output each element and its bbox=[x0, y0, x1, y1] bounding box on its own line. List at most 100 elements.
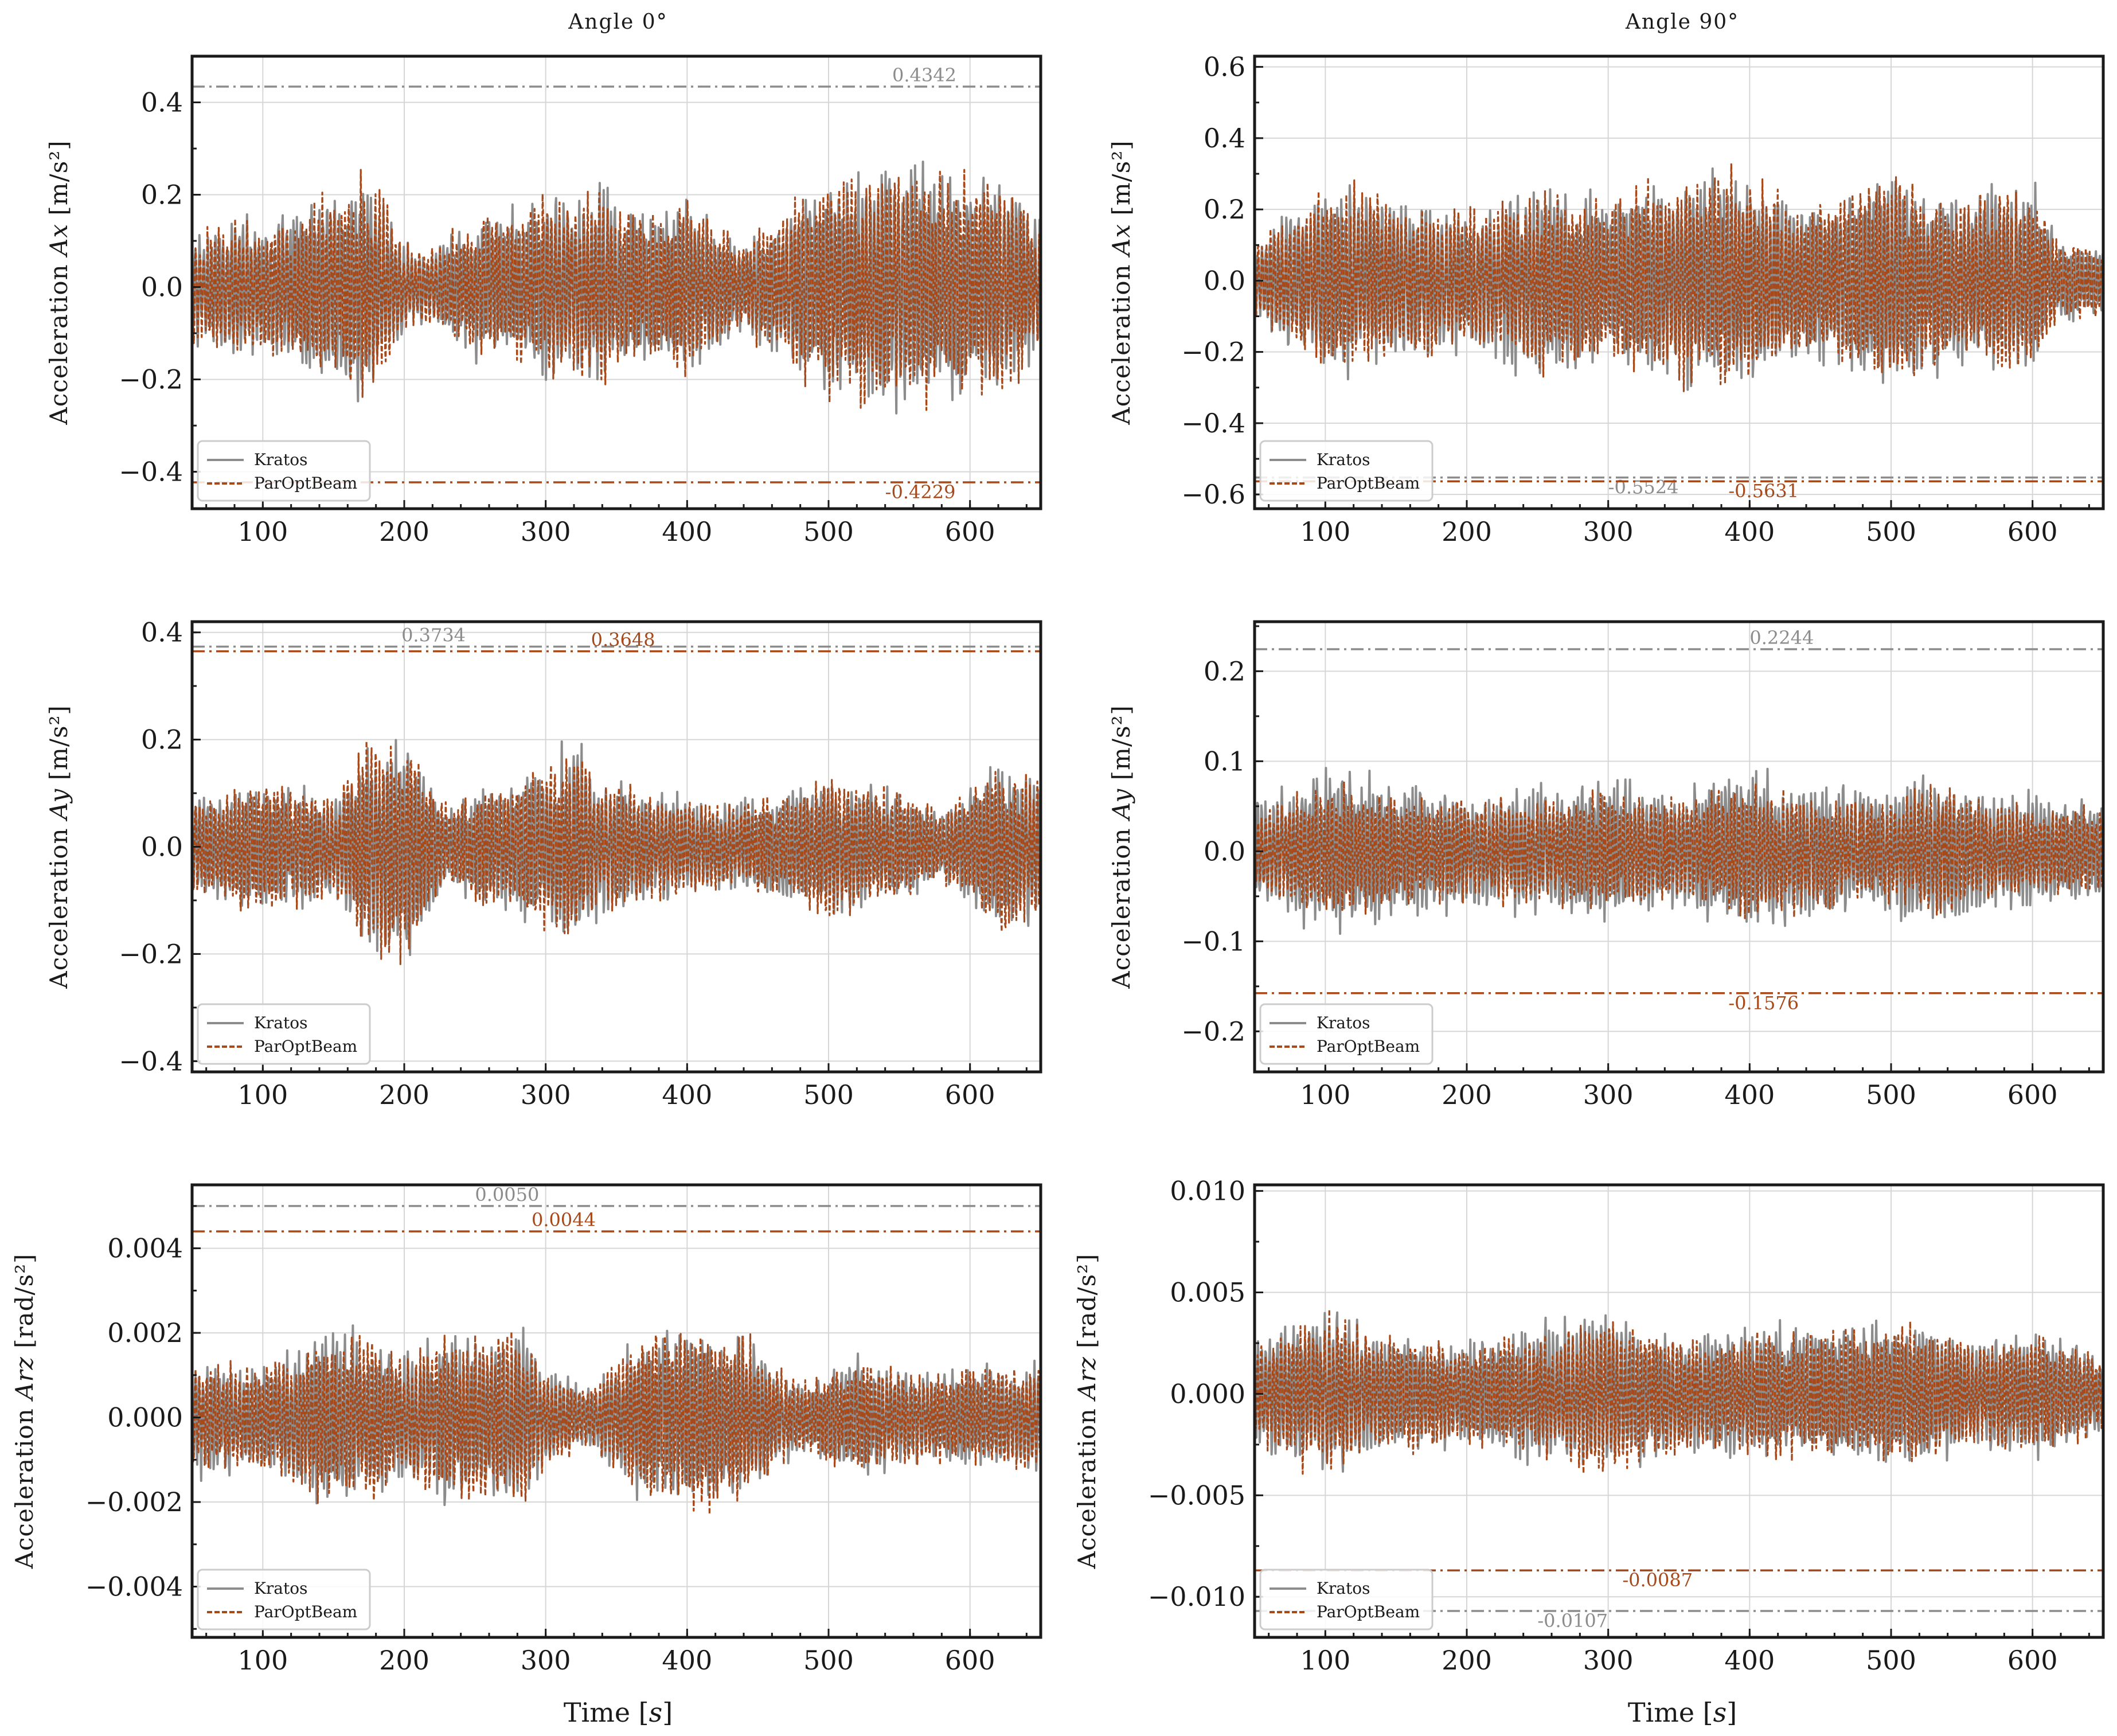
x-tick-label: 500 bbox=[803, 1645, 854, 1676]
x-tick-label: 500 bbox=[1866, 1079, 1916, 1110]
series-line-paroptbeam bbox=[192, 1331, 1041, 1516]
x-tick-label: 300 bbox=[521, 1079, 571, 1110]
series-line-paroptbeam bbox=[192, 740, 1041, 965]
x-tick-label: 200 bbox=[1442, 516, 1492, 547]
y-tick-label: −0.005 bbox=[1148, 1480, 1245, 1511]
y-tick-label: 0.0 bbox=[1204, 836, 1245, 867]
legend: Kratos ParOptBeam bbox=[1259, 1569, 1434, 1630]
legend-label-paroptbeam: ParOptBeam bbox=[1317, 1602, 1420, 1621]
legend-label-paroptbeam: ParOptBeam bbox=[1317, 474, 1420, 493]
y-tick-label: 0.4 bbox=[141, 87, 183, 118]
y-axis-label-prefix: Acceleration bbox=[1107, 256, 1135, 426]
y-axis: −0.010 −0.005 0.000 0.005 0.010 bbox=[1148, 1176, 1263, 1612]
series-line-paroptbeam bbox=[1255, 781, 2103, 919]
legend-label-paroptbeam: ParOptBeam bbox=[254, 474, 357, 493]
x-tick-label: 300 bbox=[1583, 516, 1634, 547]
subplot-1-1: 0.4342 -0.4229 100 200 300 400 500 600 −0.4 −0.2 0… bbox=[45, 54, 1042, 547]
x-tick-label: 600 bbox=[2007, 1645, 2058, 1676]
y-axis-label: Acceleration Ax [m/s²] bbox=[45, 140, 73, 425]
extreme-label-kratos: 0.2244 bbox=[1749, 627, 1814, 649]
x-tick-label: 200 bbox=[1442, 1079, 1492, 1110]
y-tick-label: 0.002 bbox=[107, 1317, 183, 1348]
x-tick-label: 200 bbox=[1442, 1645, 1492, 1676]
subplot-2-2: 0.2244 -0.1576 100 200 300 400 500 600 −0.2 −0.1 0… bbox=[1107, 620, 2105, 1110]
y-tick-label: 0.2 bbox=[1204, 656, 1245, 686]
y-axis-label-variable: Ay bbox=[45, 780, 73, 822]
extreme-label-kratos: -0.0107 bbox=[1537, 1610, 1608, 1632]
axes-frame bbox=[190, 1183, 1042, 1639]
legend-label-kratos: Kratos bbox=[1317, 1013, 1370, 1032]
legend-box bbox=[197, 440, 371, 502]
x-tick-label: 600 bbox=[2007, 1079, 2058, 1110]
legend-label-kratos: Kratos bbox=[254, 450, 307, 469]
x-tick-label: 300 bbox=[521, 1645, 571, 1676]
series-group bbox=[1255, 1308, 2103, 1475]
y-axis-label-unit: [m/s²] bbox=[1107, 140, 1135, 215]
axes-frame bbox=[1253, 620, 2105, 1074]
legend: Kratos ParOptBeam bbox=[1259, 1003, 1434, 1065]
y-axis-label-variable: Ax bbox=[1107, 216, 1135, 258]
x-tick-label: 600 bbox=[2007, 516, 2058, 547]
series-line-paroptbeam bbox=[1255, 163, 2103, 392]
y-axis-label-unit: [rad/s²] bbox=[1073, 1254, 1101, 1348]
x-tick-label: 600 bbox=[945, 1645, 995, 1676]
y-tick-label: −0.4 bbox=[119, 457, 183, 487]
y-axis-label-variable: Arz bbox=[1073, 1348, 1101, 1402]
x-tick-label: 600 bbox=[945, 516, 995, 547]
extreme-label-kratos: 0.0050 bbox=[475, 1184, 539, 1206]
y-axis-label: Acceleration Arz [rad/s²] bbox=[10, 1254, 38, 1570]
legend-label-kratos: Kratos bbox=[254, 1579, 307, 1598]
x-tick-label: 400 bbox=[1724, 1079, 1775, 1110]
y-tick-label: 0.6 bbox=[1204, 52, 1245, 83]
y-tick-label: −0.002 bbox=[85, 1487, 183, 1517]
legend-box bbox=[1259, 1569, 1434, 1630]
x-tick-label: 500 bbox=[803, 516, 854, 547]
y-axis-label: Acceleration Arz [rad/s²] bbox=[1073, 1254, 1101, 1570]
y-tick-label: 0.004 bbox=[107, 1233, 183, 1264]
legend-label-kratos: Kratos bbox=[1317, 1579, 1370, 1598]
subplot-2-1: 0.3734 0.3648 100 200 300 400 500 600 −0.4 −0.2 0.… bbox=[45, 617, 1042, 1110]
x-axis: 100 200 300 400 500 600 bbox=[1268, 1629, 2090, 1676]
extreme-label-kratos: 0.4342 bbox=[892, 64, 956, 86]
extreme-label-kratos: 0.3734 bbox=[401, 625, 466, 646]
legend: Kratos ParOptBeam bbox=[1259, 440, 1434, 502]
y-axis-label-unit: [rad/s²] bbox=[10, 1254, 38, 1348]
x-tick-label: 100 bbox=[1300, 1079, 1350, 1110]
y-tick-label: 0.005 bbox=[1170, 1277, 1245, 1308]
x-tick-label: 400 bbox=[662, 516, 712, 547]
legend-label-kratos: Kratos bbox=[1317, 450, 1370, 469]
y-tick-label: −0.004 bbox=[85, 1571, 183, 1602]
x-tick-label: 200 bbox=[379, 1079, 429, 1110]
axes-frame bbox=[1253, 1183, 2105, 1639]
x-tick-label: 300 bbox=[1583, 1645, 1634, 1676]
series-group bbox=[192, 739, 1041, 965]
y-tick-label: −0.2 bbox=[1181, 337, 1245, 368]
legend-label-kratos: Kratos bbox=[254, 1013, 307, 1032]
x-axis-label-right: Time [s] bbox=[1628, 1697, 1737, 1728]
extreme-label-paroptbeam: -0.4229 bbox=[885, 481, 956, 503]
extreme-label-paroptbeam: -0.1576 bbox=[1728, 992, 1799, 1014]
y-axis-label-prefix: Acceleration bbox=[45, 820, 73, 989]
x-tick-label: 400 bbox=[662, 1079, 712, 1110]
x-tick-label: 100 bbox=[1300, 1645, 1350, 1676]
x-axis: 100 200 300 400 500 600 bbox=[205, 1063, 1028, 1110]
x-tick-label: 100 bbox=[1300, 516, 1350, 547]
legend: Kratos ParOptBeam bbox=[197, 1003, 371, 1065]
axes-frame bbox=[1253, 54, 2105, 510]
legend-box bbox=[1259, 440, 1434, 502]
axes-frame bbox=[190, 54, 1042, 510]
extreme-label-paroptbeam: 0.0044 bbox=[532, 1209, 596, 1231]
y-tick-label: 0.0 bbox=[141, 272, 183, 303]
series-group bbox=[192, 161, 1041, 415]
x-tick-label: 400 bbox=[1724, 516, 1775, 547]
y-axis-label-unit: [m/s²] bbox=[45, 705, 73, 780]
y-tick-label: −0.2 bbox=[1181, 1016, 1245, 1047]
y-tick-label: −0.2 bbox=[119, 364, 183, 395]
y-axis: −0.2 −0.1 0.0 0.1 0.2 bbox=[1181, 625, 1263, 1047]
legend: Kratos ParOptBeam bbox=[197, 440, 371, 502]
column-title-angle-0: Angle 0° bbox=[568, 10, 667, 34]
x-tick-label: 600 bbox=[945, 1079, 995, 1110]
y-axis-label-unit: [m/s²] bbox=[1107, 705, 1135, 780]
